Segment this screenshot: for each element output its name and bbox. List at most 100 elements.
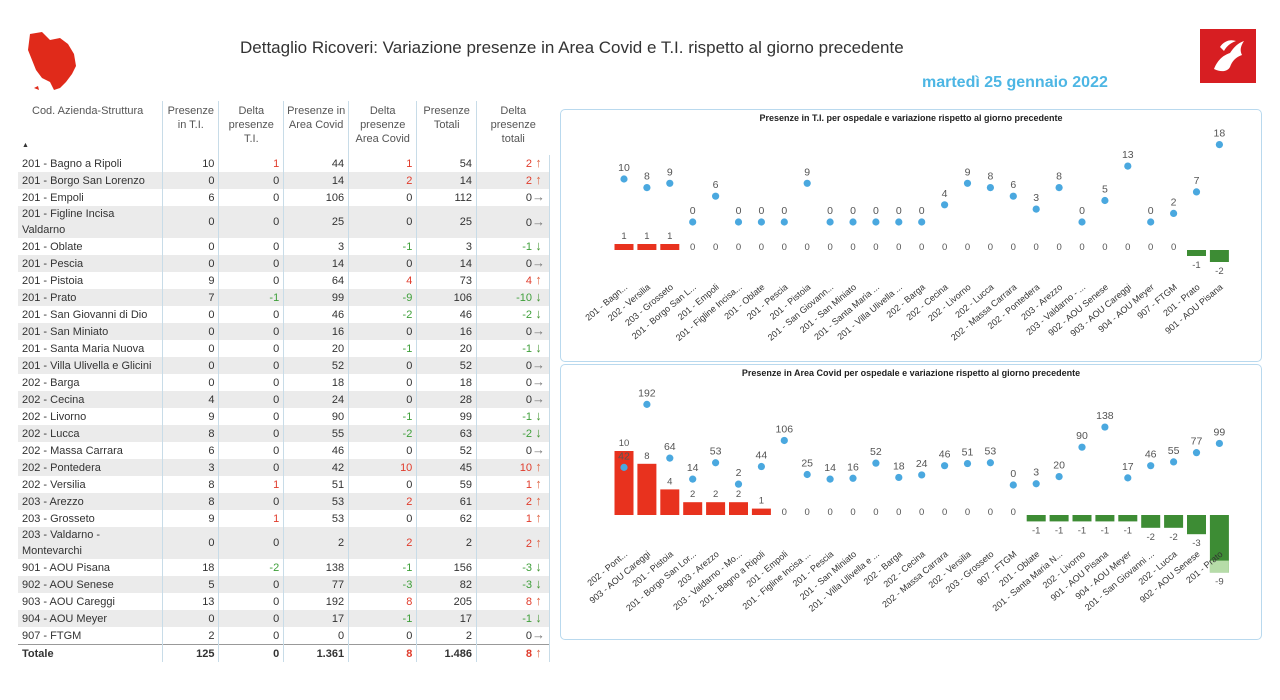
- table-row[interactable]: 203 - Valdarno - Montevarchi 0 0 2 2 2 2 ↑: [18, 527, 550, 559]
- value-point: [1192, 449, 1201, 457]
- delta-label: 0: [873, 507, 878, 518]
- delta-totali-value: 0: [525, 360, 532, 372]
- delta-totali-value: -1: [522, 343, 532, 355]
- cell-presenze-totali: 99: [416, 408, 478, 425]
- value-label: 13: [1122, 149, 1134, 161]
- delta-label: 0: [827, 242, 832, 253]
- delta-label: 0: [690, 242, 695, 253]
- delta-label: 0: [965, 507, 970, 518]
- delta-bar: [660, 489, 680, 515]
- table-row[interactable]: 201 - Santa Maria Nuova 0 0 20 -1 20 -1 ↓: [18, 340, 550, 357]
- cell-presenze-totali: 2: [416, 627, 478, 645]
- table-row[interactable]: 202 - Barga 0 0 18 0 18 0→: [18, 374, 550, 391]
- value-point: [1078, 218, 1086, 226]
- table-row[interactable]: 202 - Versilia 8 1 51 0 59 1 ↑: [18, 476, 550, 493]
- value-point: [986, 184, 994, 192]
- table-row[interactable]: 201 - Prato 7 -1 99 -9 106 -10 ↓: [18, 289, 550, 306]
- cell-presenze-ti: 7: [162, 289, 220, 306]
- sort-asc-icon[interactable]: ▲: [22, 142, 29, 149]
- delta-label: -1: [1192, 260, 1200, 271]
- table-row[interactable]: 201 - Pistoia 9 0 64 4 73 4 ↑: [18, 272, 550, 289]
- table-row[interactable]: 202 - Massa Carrara 6 0 46 0 52 0→: [18, 442, 550, 459]
- table-row[interactable]: 203 - Arezzo 8 0 53 2 61 2 ↑: [18, 493, 550, 510]
- value-point: [872, 459, 880, 467]
- cell-presenze-area-covid: 55: [283, 425, 350, 442]
- delta-totali-value: -2: [522, 428, 532, 440]
- cell-struttura: Totale: [18, 644, 164, 662]
- table-row[interactable]: 203 - Grosseto 9 1 53 0 62 1 ↑: [18, 510, 550, 527]
- column-header-delta-area-covid[interactable]: Delta presenze Area Covid: [348, 101, 418, 155]
- cell-delta-totali: -10 ↓: [476, 289, 550, 306]
- cell-delta-area-covid: 0: [348, 357, 418, 374]
- cell-delta-area-covid: 0: [348, 476, 418, 493]
- cell-delta-ti: 0: [218, 255, 285, 272]
- delta-label: 0: [1034, 242, 1039, 253]
- column-header-delta-totali[interactable]: Delta presenze totali: [490, 105, 536, 145]
- cell-delta-ti: 0: [218, 391, 285, 408]
- delta-totali-value: 8: [525, 596, 532, 608]
- value-point: [1032, 480, 1040, 488]
- arrow-table.rows.17-icon: ↑: [535, 459, 542, 474]
- table-row[interactable]: 901 - AOU Pisana 18 -2 138 -1 156 -3 ↓: [18, 559, 550, 576]
- cell-presenze-area-covid: 64: [283, 272, 350, 289]
- value-point: [757, 218, 765, 226]
- table-row[interactable]: 907 - FTGM 2 0 0 0 2 0→: [18, 627, 550, 645]
- table-row[interactable]: 201 - Empoli 6 0 106 0 112 0→: [18, 189, 550, 206]
- cell-struttura: 902 - AOU Senese: [18, 576, 164, 593]
- table-row[interactable]: 903 - AOU Careggi 13 0 192 8 205 8 ↑: [18, 593, 550, 610]
- table-row[interactable]: 201 - Borgo San Lorenzo 0 0 14 2 14 2 ↑: [18, 172, 550, 189]
- value-label: 42: [618, 450, 630, 462]
- cell-presenze-area-covid: 20: [283, 340, 350, 357]
- cell-delta-area-covid: -9: [348, 289, 418, 306]
- table-total-row[interactable]: Totale 125 0 1.361 8 1.486 8 ↑: [18, 644, 550, 662]
- value-label: 9: [804, 166, 810, 178]
- cell-delta-totali: 0→: [476, 206, 550, 238]
- table-row[interactable]: 202 - Pontedera 3 0 42 10 45 10 ↑: [18, 459, 550, 476]
- value-point: [1147, 462, 1155, 470]
- column-header-presenze-area-covid[interactable]: Presenze in Area Covid: [283, 101, 350, 155]
- table-row[interactable]: 201 - San Miniato 0 0 16 0 16 0→: [18, 323, 550, 340]
- value-point: [1101, 423, 1109, 431]
- cell-presenze-totali: 54: [416, 155, 478, 172]
- report-date: martedì 25 gennaio 2022: [922, 74, 1108, 91]
- table-row[interactable]: 904 - AOU Meyer 0 0 17 -1 17 -1 ↓: [18, 610, 550, 627]
- table-row[interactable]: 902 - AOU Senese 5 0 77 -3 82 -3 ↓: [18, 576, 550, 593]
- cell-presenze-ti: 8: [162, 476, 220, 493]
- cell-delta-area-covid: 4: [348, 272, 418, 289]
- delta-bar: [1026, 515, 1046, 522]
- cell-struttura: 201 - Santa Maria Nuova: [18, 340, 164, 357]
- value-label: 0: [1010, 468, 1016, 480]
- value-label: 64: [664, 441, 676, 453]
- delta-label: 0: [988, 242, 993, 253]
- cell-delta-ti: 0: [218, 374, 285, 391]
- table-row[interactable]: 201 - Bagno a Ripoli 10 1 44 1 54 2 ↑: [18, 155, 550, 172]
- table-row[interactable]: 201 - San Giovanni di Dio 0 0 46 -2 46 -2 ↓: [18, 306, 550, 323]
- cell-delta-totali: 0→: [476, 323, 550, 340]
- cell-presenze-ti: 0: [162, 172, 220, 189]
- cell-delta-totali: 8 ↑: [476, 593, 550, 610]
- column-header-struttura[interactable]: Cod. Azienda-Struttura ▲: [18, 101, 164, 155]
- table-row[interactable]: 202 - Lucca 8 0 55 -2 63 -2 ↓: [18, 425, 550, 442]
- column-header-delta-ti[interactable]: Delta presenze T.I.: [218, 101, 285, 155]
- table-row[interactable]: 201 - Villa Ulivella e Glicini 0 0 52 0 52 0→: [18, 357, 550, 374]
- value-label: 10: [618, 162, 630, 174]
- column-header-presenze-totali[interactable]: Presenze Totali: [416, 101, 478, 155]
- arrow-table.rows.12-icon: →: [532, 374, 545, 389]
- cell-presenze-area-covid: 51: [283, 476, 350, 493]
- value-label: 8: [1056, 171, 1062, 183]
- table-row[interactable]: 202 - Cecina 4 0 24 0 28 0→: [18, 391, 550, 408]
- cell-presenze-ti: 0: [162, 255, 220, 272]
- cell-delta-area-covid: 0: [348, 442, 418, 459]
- delta-label: 2: [690, 489, 695, 500]
- table-row[interactable]: 201 - Figline Incisa Valdarno 0 0 25 0 25 0→: [18, 206, 550, 238]
- value-point: [849, 474, 857, 482]
- delta-totali-value: -3: [522, 579, 532, 591]
- cell-struttura: 901 - AOU Pisana: [18, 559, 164, 576]
- column-header-presenze-ti[interactable]: Presenze in T.I.: [162, 101, 220, 155]
- table-row[interactable]: 202 - Livorno 9 0 90 -1 99 -1 ↓: [18, 408, 550, 425]
- cell-delta-ti: 0: [218, 306, 285, 323]
- cell-presenze-ti: 0: [162, 340, 220, 357]
- table-row[interactable]: 201 - Pescia 0 0 14 0 14 0→: [18, 255, 550, 272]
- table-row[interactable]: 201 - Oblate 0 0 3 -1 3 -1 ↓: [18, 238, 550, 255]
- cell-struttura: 202 - Pontedera: [18, 459, 164, 476]
